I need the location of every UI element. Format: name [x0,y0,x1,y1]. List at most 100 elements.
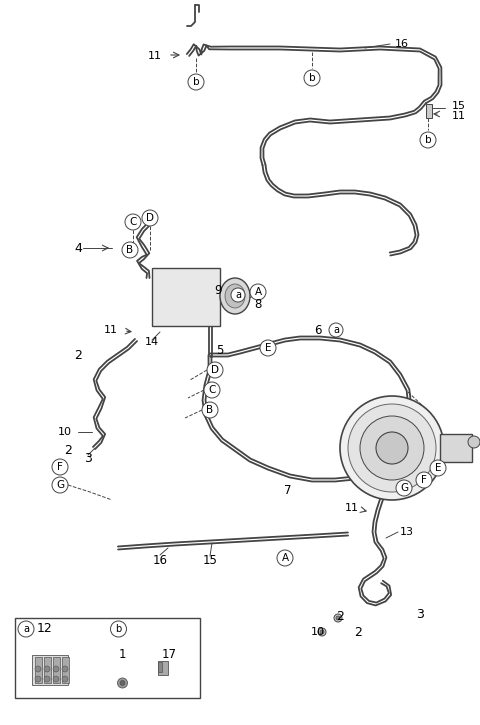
Text: D: D [146,213,154,223]
Text: 5: 5 [216,344,224,357]
Circle shape [360,416,424,480]
Circle shape [420,132,436,148]
Bar [44,657,51,683]
Text: 2: 2 [64,444,72,457]
Text: G: G [400,483,408,493]
Text: a: a [333,325,339,335]
Text: 16: 16 [153,553,168,566]
Circle shape [334,614,342,622]
Circle shape [430,460,446,476]
Text: 2: 2 [336,610,344,623]
Text: 2: 2 [74,349,82,362]
Bar [426,104,432,118]
Text: F: F [57,462,63,472]
Text: b: b [115,624,121,634]
Text: B: B [206,405,214,415]
Bar [32,655,68,685]
Text: B: B [126,245,133,255]
Circle shape [35,666,41,672]
Text: 7: 7 [284,484,292,497]
Circle shape [44,676,50,682]
Circle shape [53,666,59,672]
Text: b: b [192,77,199,87]
Text: 14: 14 [145,337,159,347]
Text: E: E [265,343,271,353]
Text: 10: 10 [311,627,325,637]
Text: C: C [208,385,216,395]
Circle shape [318,628,326,636]
Circle shape [207,362,223,378]
Circle shape [62,666,68,672]
Text: 3: 3 [416,608,424,621]
Circle shape [320,630,324,634]
Text: 2: 2 [354,626,362,639]
Text: 15: 15 [452,101,466,111]
Bar [157,662,161,672]
Circle shape [52,477,68,493]
Text: 16: 16 [395,39,409,49]
Circle shape [18,621,34,637]
Circle shape [277,550,293,566]
Text: 13: 13 [400,527,414,537]
Text: 11: 11 [148,51,162,61]
Circle shape [53,676,59,682]
Bar [157,661,168,675]
Text: 17: 17 [162,647,177,660]
Text: b: b [425,135,432,145]
Text: a: a [235,290,241,300]
Text: 3: 3 [84,452,92,465]
Text: 10: 10 [58,427,72,437]
Circle shape [125,214,141,230]
Circle shape [260,340,276,356]
Text: 15: 15 [203,553,217,566]
Text: A: A [281,553,288,563]
Text: G: G [56,480,64,490]
Text: C: C [129,217,137,227]
Circle shape [250,284,266,300]
Circle shape [118,678,128,688]
Circle shape [202,402,218,418]
Text: A: A [254,287,262,297]
Bar [15,618,200,698]
Circle shape [44,666,50,672]
Ellipse shape [220,278,250,314]
Circle shape [142,210,158,226]
Bar [62,657,69,683]
Bar [152,268,220,326]
Circle shape [348,404,436,492]
Bar [53,657,60,683]
Circle shape [416,472,432,488]
Circle shape [329,323,343,337]
Text: 4: 4 [74,241,82,254]
Circle shape [304,70,320,86]
Text: 11: 11 [452,111,466,121]
Circle shape [231,288,245,302]
Circle shape [122,242,138,258]
Circle shape [188,74,204,90]
Text: 6: 6 [314,323,322,336]
Text: 1: 1 [119,647,126,660]
Circle shape [120,681,125,686]
Text: F: F [421,475,427,485]
Circle shape [376,432,408,464]
Bar [440,434,472,462]
Circle shape [336,616,340,620]
Circle shape [340,396,444,500]
Text: 11: 11 [104,325,118,335]
Bar [35,657,42,683]
Circle shape [396,480,412,496]
Circle shape [110,621,127,637]
Circle shape [35,676,41,682]
Text: E: E [435,463,441,473]
Text: D: D [211,365,219,375]
Text: 11: 11 [345,503,359,513]
Ellipse shape [225,284,245,308]
Text: 12: 12 [37,623,53,636]
Circle shape [204,382,220,398]
Circle shape [52,459,68,475]
Text: 8: 8 [254,297,262,310]
Text: 9: 9 [214,283,222,297]
Text: b: b [309,73,315,83]
Circle shape [468,436,480,448]
Circle shape [62,676,68,682]
